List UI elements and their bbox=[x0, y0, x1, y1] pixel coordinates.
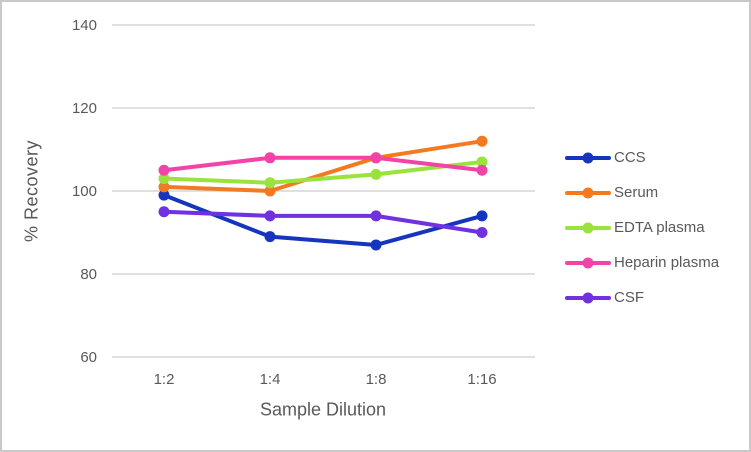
x-tick-label: 1:2 bbox=[154, 371, 175, 388]
data-point-marker bbox=[264, 185, 276, 197]
legend-item-serum: Serum bbox=[565, 175, 719, 210]
data-point-marker bbox=[370, 152, 382, 164]
y-tick-label: 60 bbox=[80, 349, 97, 366]
legend-line-marker-icon bbox=[565, 257, 611, 268]
data-point-marker bbox=[264, 210, 276, 222]
data-point-marker bbox=[476, 227, 488, 238]
legend-line-marker-icon bbox=[565, 187, 611, 198]
data-point-marker bbox=[158, 173, 170, 185]
legend-item-edta-plasma: EDTA plasma bbox=[565, 210, 719, 245]
data-point-marker bbox=[476, 135, 488, 147]
legend-item-heparin-plasma: Heparin plasma bbox=[565, 245, 719, 280]
legend-line-marker-icon bbox=[565, 222, 611, 233]
x-tick-label: 1:4 bbox=[260, 371, 281, 388]
y-tick-label: 140 bbox=[72, 17, 97, 34]
gridlines bbox=[112, 24, 535, 358]
data-point-marker bbox=[476, 164, 488, 176]
series-line bbox=[162, 155, 484, 173]
legend-label: Serum bbox=[614, 184, 659, 201]
legend-label: EDTA plasma bbox=[614, 219, 705, 236]
series-line bbox=[162, 139, 484, 193]
data-point-marker bbox=[370, 239, 382, 251]
series-ccs bbox=[158, 189, 488, 251]
legend-dot-icon bbox=[582, 187, 594, 198]
legend-line-marker-icon bbox=[565, 292, 611, 303]
data-point-marker bbox=[158, 189, 170, 201]
x-axis-tick-labels: 1:2 1:4 1:8 1:16 bbox=[154, 371, 497, 388]
y-tick-label: 100 bbox=[72, 183, 97, 200]
legend-item-csf: CSF bbox=[565, 280, 719, 315]
y-axis-title: % Recovery bbox=[21, 139, 42, 243]
chart-legend: CCS Serum EDTA plasma Heparin plasma CSF bbox=[565, 140, 719, 315]
legend-dot-icon bbox=[582, 292, 594, 303]
data-point-marker bbox=[158, 181, 170, 193]
x-tick-label: 1:16 bbox=[467, 371, 496, 388]
legend-label: CCS bbox=[614, 149, 646, 166]
legend-line-marker-icon bbox=[565, 152, 611, 163]
data-point-marker bbox=[264, 152, 276, 164]
data-point-marker bbox=[476, 210, 488, 222]
series-csf bbox=[158, 206, 488, 238]
series-heparin-plasma bbox=[158, 152, 488, 176]
y-axis-tick-labels: 60 80 100 120 140 bbox=[72, 17, 97, 366]
y-tick-label: 120 bbox=[72, 100, 97, 117]
legend-label: CSF bbox=[614, 289, 644, 306]
data-point-marker bbox=[158, 206, 170, 218]
series-edta-plasma bbox=[158, 156, 488, 189]
data-point-marker bbox=[264, 231, 276, 243]
data-point-marker bbox=[264, 177, 276, 189]
data-point-marker bbox=[370, 210, 382, 222]
y-tick-label: 80 bbox=[80, 266, 97, 283]
data-point-marker bbox=[158, 164, 170, 176]
legend-dot-icon bbox=[582, 152, 594, 163]
x-axis-title: Sample Dilution bbox=[259, 399, 387, 420]
legend-item-ccs: CCS bbox=[565, 140, 719, 175]
series-line bbox=[162, 159, 484, 185]
x-tick-label: 1:8 bbox=[366, 371, 387, 388]
legend-dot-icon bbox=[582, 222, 594, 233]
data-point-marker bbox=[476, 156, 488, 168]
legend-dot-icon bbox=[582, 257, 594, 268]
legend-label: Heparin plasma bbox=[614, 254, 720, 271]
data-point-marker bbox=[370, 168, 382, 180]
series-line bbox=[162, 209, 484, 235]
series-line bbox=[162, 193, 484, 247]
